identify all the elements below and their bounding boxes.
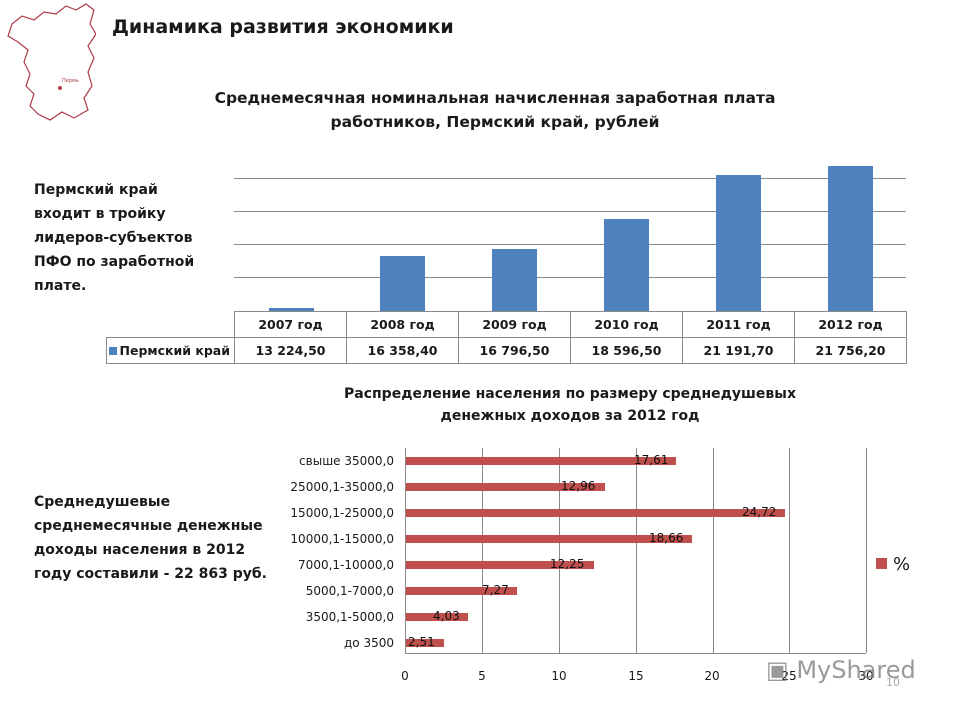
category-label: 7000,1-10000,0 bbox=[298, 558, 394, 572]
category-label: 15000,1-25000,0 bbox=[290, 506, 394, 520]
year-header: 2009 год bbox=[458, 311, 571, 338]
bar-2010 bbox=[604, 219, 649, 311]
x-tick: 15 bbox=[628, 669, 644, 683]
bar-5000-7000 bbox=[406, 587, 517, 595]
chart2-title-line2: денежных доходов за 2012 год bbox=[440, 408, 700, 424]
value-cell: 21 191,70 bbox=[682, 337, 795, 364]
category-label: до 3500 bbox=[344, 636, 394, 650]
chart2-title-line1: Распределение населения по размеру средн… bbox=[344, 386, 796, 402]
value-cell: 16 796,50 bbox=[458, 337, 571, 364]
perm-region-map: Пермь bbox=[4, 2, 97, 122]
chart2-plot-area: 17,61 12,96 24,72 18,66 12,25 7,27 4,03 … bbox=[405, 448, 867, 654]
category-label: 5000,1-7000,0 bbox=[305, 584, 394, 598]
value-cell: 16 358,40 bbox=[346, 337, 459, 364]
legend-swatch-icon bbox=[108, 347, 117, 355]
bar-7000-10000 bbox=[406, 561, 594, 569]
bar-2007 bbox=[269, 308, 314, 311]
x-tick: 5 bbox=[478, 669, 486, 683]
gridline bbox=[789, 448, 790, 653]
year-header: 2007 год bbox=[234, 311, 347, 338]
chart1-data-table: 2007 год 2008 год 2009 год 2010 год 2011… bbox=[106, 311, 907, 364]
side-note-income: Среднедушевые среднемесячные денежные до… bbox=[34, 494, 268, 582]
chart1-title-line2: работников, Пермский край, рублей bbox=[330, 113, 660, 131]
gridline bbox=[559, 448, 560, 653]
data-label: 17,61 bbox=[634, 453, 669, 467]
x-tick: 20 bbox=[704, 669, 720, 683]
x-tick: 25 bbox=[781, 669, 797, 683]
table-header-row: 2007 год 2008 год 2009 год 2010 год 2011… bbox=[106, 311, 907, 338]
category-label: 25000,1-35000,0 bbox=[290, 480, 394, 494]
year-header: 2012 год bbox=[794, 311, 907, 338]
bar-2012 bbox=[828, 166, 873, 311]
data-label: 18,66 bbox=[649, 531, 684, 545]
x-tick: 10 bbox=[551, 669, 567, 683]
bar-2009 bbox=[492, 249, 537, 311]
map-icon bbox=[7, 3, 97, 121]
gridline bbox=[234, 244, 906, 245]
chart2-title: Распределение населения по размеру средн… bbox=[330, 383, 810, 427]
bar-2011 bbox=[716, 175, 761, 311]
x-tick: 30 bbox=[858, 669, 874, 683]
year-header: 2010 год bbox=[570, 311, 683, 338]
gridline bbox=[866, 448, 867, 653]
gridline bbox=[636, 448, 637, 653]
gridline bbox=[234, 211, 906, 212]
chart1-title: Среднемесячная номинальная начисленная з… bbox=[190, 86, 800, 134]
gridline bbox=[713, 448, 714, 653]
year-header: 2011 год bbox=[682, 311, 795, 338]
value-cell: 13 224,50 bbox=[234, 337, 347, 364]
year-header: 2008 год bbox=[346, 311, 459, 338]
bar-over-35000 bbox=[406, 457, 676, 465]
chart2-legend: % bbox=[876, 554, 910, 575]
data-label: 7,27 bbox=[482, 583, 509, 597]
bar-15000-25000 bbox=[406, 509, 785, 517]
x-tick: 0 bbox=[401, 669, 409, 683]
legend-swatch-icon bbox=[876, 558, 887, 569]
bar-3500-5000 bbox=[406, 613, 468, 621]
gridline bbox=[234, 277, 906, 278]
category-label: 3500,1-5000,0 bbox=[305, 610, 394, 624]
presentation-board-icon: ▣ bbox=[766, 656, 789, 684]
map-city-label: Пермь bbox=[62, 78, 79, 84]
table-row: Пермский край 13 224,50 16 358,40 16 796… bbox=[106, 337, 907, 364]
series-label: Пермский край bbox=[106, 337, 235, 364]
bar-under-3500 bbox=[406, 639, 444, 647]
watermark: ▣ MyShared bbox=[766, 656, 916, 684]
bar-10000-15000 bbox=[406, 535, 692, 543]
bar-25000-35000 bbox=[406, 483, 605, 491]
gridline bbox=[482, 448, 483, 653]
value-cell: 18 596,50 bbox=[570, 337, 683, 364]
data-label: 2,51 bbox=[408, 635, 435, 649]
side-note-salary: Пермский край входит в тройку лидеров-су… bbox=[34, 182, 195, 294]
data-label: 12,25 bbox=[550, 557, 585, 571]
page-number: 10 bbox=[886, 676, 900, 689]
category-label: 10000,1-15000,0 bbox=[290, 532, 394, 546]
category-label: свыше 35000,0 bbox=[299, 454, 394, 468]
data-label: 4,03 bbox=[433, 609, 460, 623]
data-label: 24,72 bbox=[742, 505, 777, 519]
chart1-title-line1: Среднемесячная номинальная начисленная з… bbox=[214, 89, 776, 107]
gridline bbox=[234, 178, 906, 179]
bar-2008 bbox=[380, 256, 425, 311]
chart1-plot-area bbox=[234, 160, 906, 311]
page-title: Динамика развития экономики bbox=[112, 16, 454, 38]
value-cell: 21 756,20 bbox=[794, 337, 907, 364]
data-label: 12,96 bbox=[561, 479, 596, 493]
